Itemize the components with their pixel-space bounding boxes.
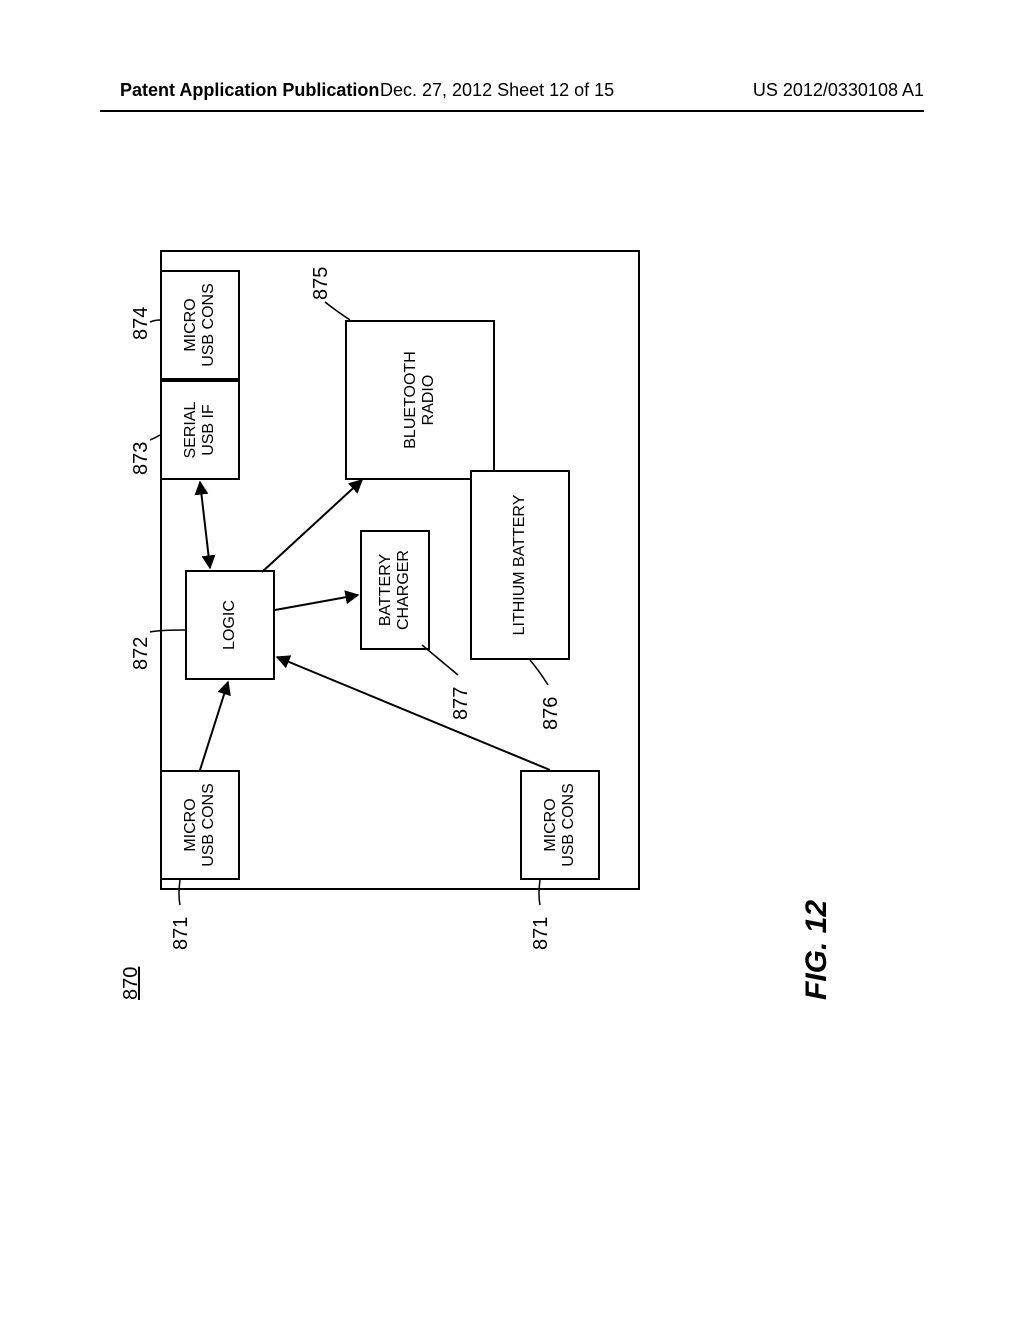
arrow-logic-bt [262, 480, 362, 572]
leader-876 [530, 660, 548, 685]
arrow-logic-serial [200, 482, 210, 568]
header-left: Patent Application Publication [120, 80, 379, 101]
header-right: US 2012/0330108 A1 [753, 80, 924, 101]
header-rule [100, 110, 924, 112]
leader-871a [179, 880, 180, 905]
leader-874 [150, 320, 160, 322]
leader-872 [150, 630, 185, 632]
arrow-usb3-logic [277, 657, 550, 770]
arrow-usb1-logic [200, 682, 228, 770]
arrow-logic-charger [275, 595, 358, 610]
leader-877 [422, 645, 458, 675]
page: Patent Application Publication Dec. 27, … [0, 0, 1024, 1320]
figure-label: FIG. 12 [800, 900, 834, 1000]
header-mid: Dec. 27, 2012 Sheet 12 of 15 [380, 80, 614, 101]
leader-873 [150, 435, 160, 440]
leader-875 [325, 302, 350, 320]
figure-container: 870 MICROUSB CONS LOGIC SERIALUSB IF MIC… [100, 180, 924, 1040]
figure-rotated: 870 MICROUSB CONS LOGIC SERIALUSB IF MIC… [100, 180, 924, 1040]
leader-871b [539, 880, 540, 905]
